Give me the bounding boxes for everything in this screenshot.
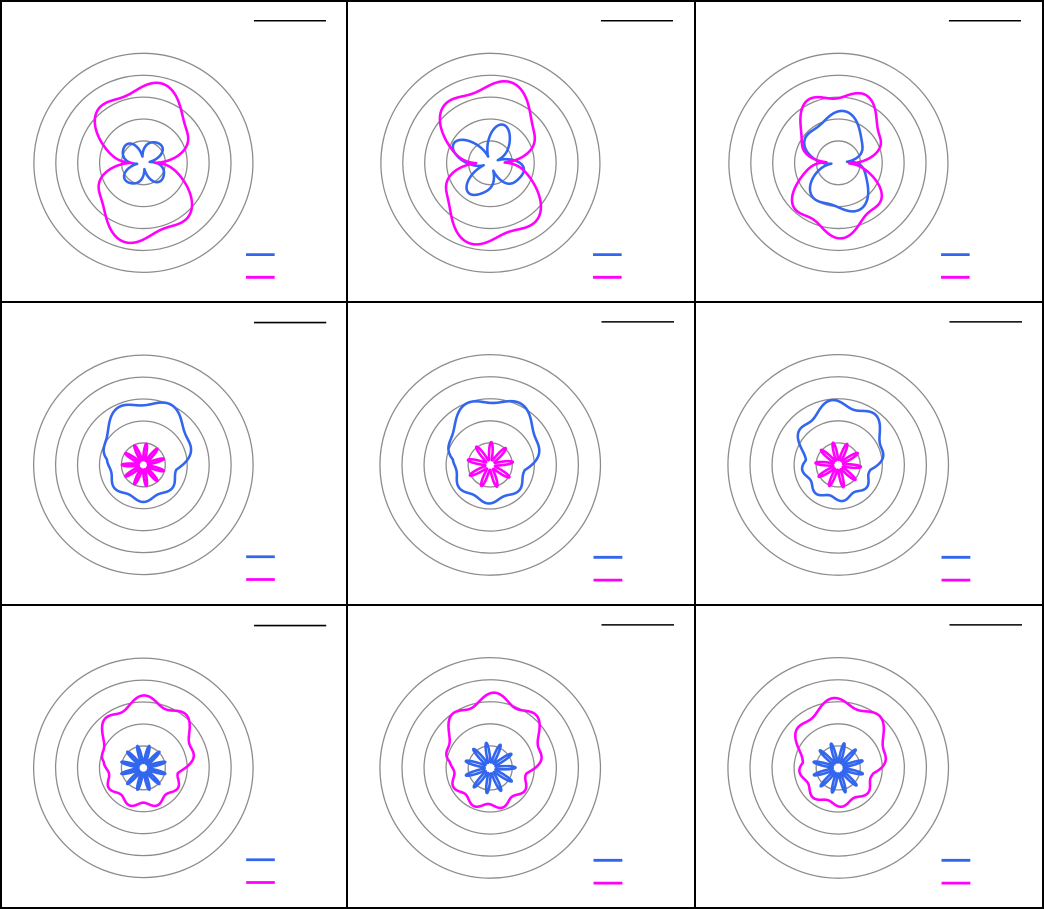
polar-panel-3 — [696, 0, 1044, 303]
grid-ring — [98, 118, 188, 208]
grid-ring — [98, 420, 188, 510]
grid-ring — [771, 701, 906, 835]
series-trace-2 — [445, 691, 543, 810]
grid-ring — [749, 376, 928, 554]
series-trace-2 — [790, 91, 884, 240]
series-trace-1 — [796, 398, 885, 503]
grid-ring — [772, 96, 905, 230]
grid-ring — [750, 74, 927, 252]
polar-plot — [728, 19, 1021, 279]
series-trace-2 — [438, 80, 543, 246]
grid-ring — [77, 96, 210, 230]
polar-panel-1 — [0, 0, 348, 303]
grid-ring — [423, 398, 558, 532]
polar-plot — [32, 624, 327, 884]
series-trace-1 — [464, 741, 517, 795]
series-trace-2 — [93, 81, 194, 245]
polar-plot — [32, 321, 327, 581]
grid-ring — [728, 52, 949, 274]
grid-ring — [98, 723, 188, 813]
grid-ring — [793, 420, 883, 510]
grid-ring — [32, 657, 254, 879]
grid-ring — [401, 679, 580, 857]
series-trace-1 — [102, 401, 193, 504]
polar-panel-8 — [348, 606, 696, 909]
polar-plot — [380, 19, 673, 279]
polar-panel-9 — [696, 606, 1044, 909]
series-trace-1 — [451, 123, 526, 197]
series-trace-2 — [120, 442, 166, 488]
grid-ring — [54, 376, 232, 554]
grid-ring — [445, 420, 535, 510]
grid-ring — [32, 354, 254, 576]
polar-plot — [379, 624, 674, 885]
series-trace-1 — [447, 399, 541, 505]
series-trace-2 — [466, 440, 515, 489]
grid-ring — [771, 398, 906, 532]
series-trace-1 — [120, 744, 167, 792]
polar-plot — [379, 321, 674, 582]
series-trace-2 — [793, 696, 888, 809]
grid-ring — [33, 52, 254, 274]
grid-ring — [424, 96, 557, 230]
grid-ring — [380, 52, 601, 274]
grid-ring — [379, 657, 602, 879]
grid-ring — [401, 376, 580, 554]
polar-plot — [33, 19, 326, 279]
grid-ring — [793, 723, 883, 813]
grid-ring — [120, 745, 166, 791]
series-trace-2 — [100, 694, 196, 808]
grid-ring — [76, 701, 210, 835]
polar-panel-5 — [348, 303, 696, 606]
polar-plot — [727, 624, 1022, 885]
grid-ring — [423, 701, 558, 835]
grid-ring — [445, 118, 535, 208]
grid-ring — [749, 679, 928, 857]
series-trace-2 — [814, 441, 863, 489]
series-trace-1 — [812, 742, 865, 794]
polar-panel-2 — [348, 0, 696, 303]
polar-plot — [727, 321, 1022, 582]
polar-panel-4 — [0, 303, 348, 606]
grid-ring — [402, 74, 579, 252]
polar-panel-6 — [696, 303, 1044, 606]
grid-ring — [120, 140, 166, 186]
grid-ring — [379, 354, 602, 576]
grid-ring — [815, 745, 861, 791]
polar-panel-7 — [0, 606, 348, 909]
grid-ring — [55, 74, 232, 252]
grid-ring — [445, 723, 535, 813]
grid-ring — [54, 679, 232, 857]
grid-ring — [76, 398, 210, 532]
grid-ring — [727, 657, 950, 879]
grid-ring — [727, 354, 950, 576]
